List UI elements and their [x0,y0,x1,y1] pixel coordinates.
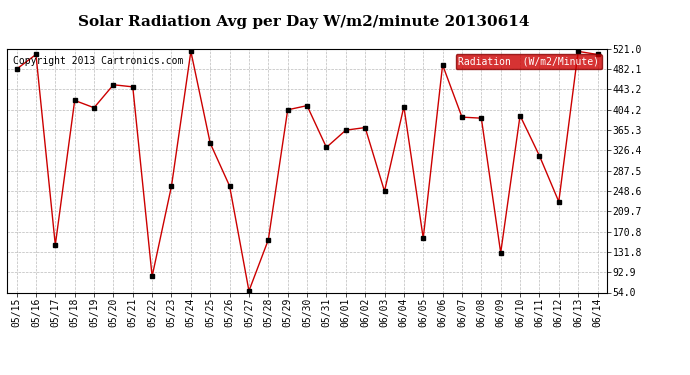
Legend: Radiation  (W/m2/Minute): Radiation (W/m2/Minute) [455,54,602,69]
Text: Solar Radiation Avg per Day W/m2/minute 20130614: Solar Radiation Avg per Day W/m2/minute … [78,15,529,29]
Text: Copyright 2013 Cartronics.com: Copyright 2013 Cartronics.com [13,56,184,66]
